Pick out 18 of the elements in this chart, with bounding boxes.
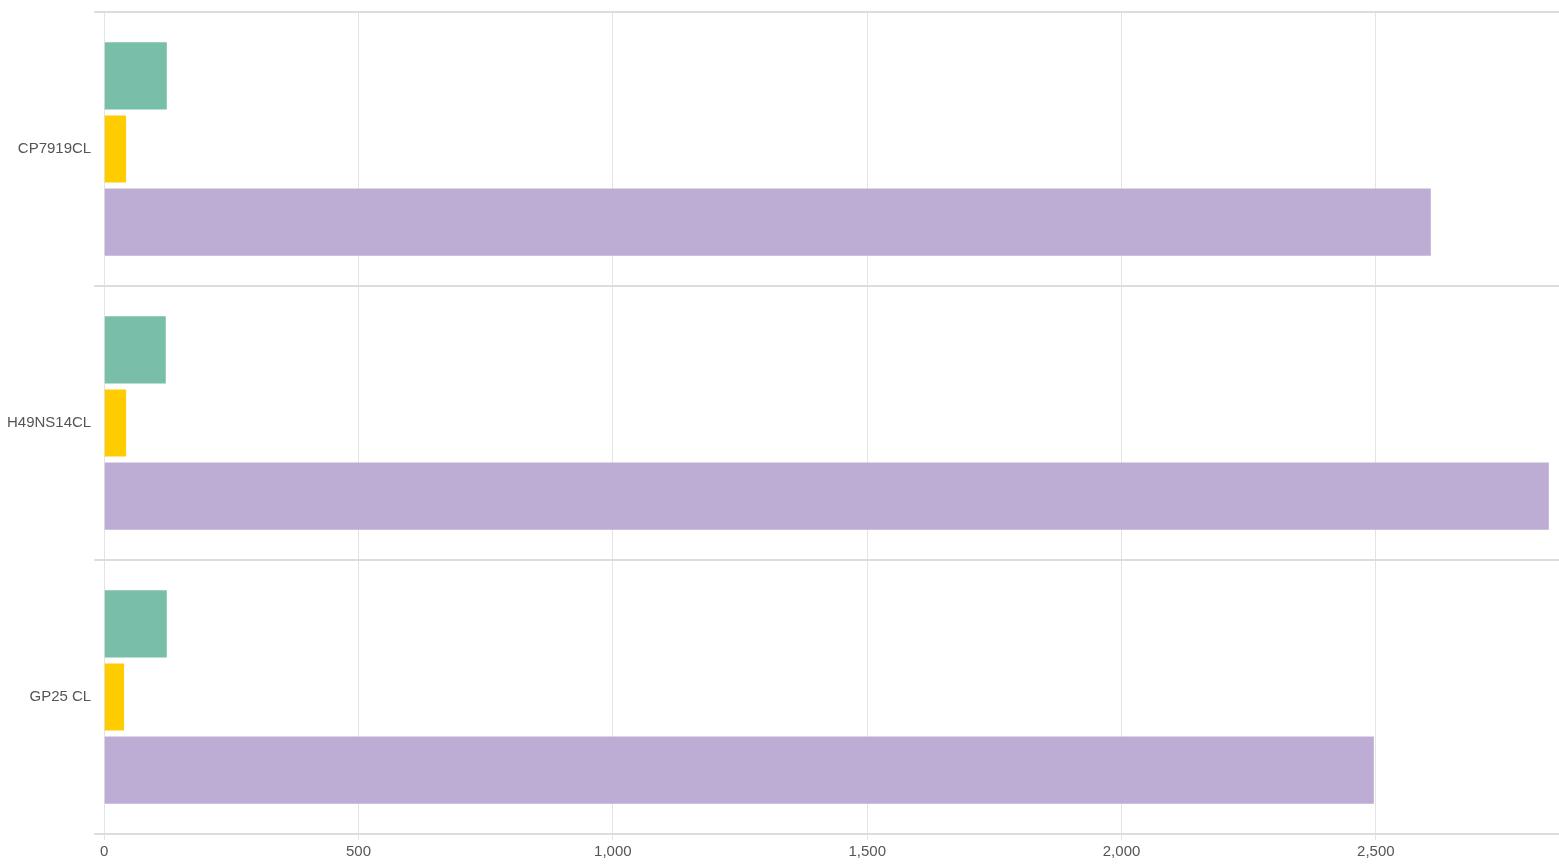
bar — [104, 188, 1431, 256]
x-tick-label: 0 — [100, 842, 109, 860]
y-tick-label: H49NS14CL — [7, 413, 92, 431]
x-tick-label: 2,000 — [1102, 842, 1141, 860]
x-tick-label: 1,500 — [848, 842, 886, 860]
x-tick-label: 2,500 — [1357, 842, 1395, 860]
bar — [104, 736, 1374, 804]
bar — [104, 590, 167, 658]
bar — [104, 42, 167, 110]
bar — [104, 663, 125, 731]
y-tick-label: GP25 CL — [29, 687, 92, 705]
x-tick-label: 500 — [346, 842, 372, 860]
bar — [104, 316, 166, 384]
x-tick-label: 1,000 — [594, 842, 632, 860]
y-tick-label: CP7919CL — [17, 139, 92, 157]
bar — [104, 462, 1549, 530]
bar — [104, 115, 127, 183]
bar — [104, 389, 127, 457]
